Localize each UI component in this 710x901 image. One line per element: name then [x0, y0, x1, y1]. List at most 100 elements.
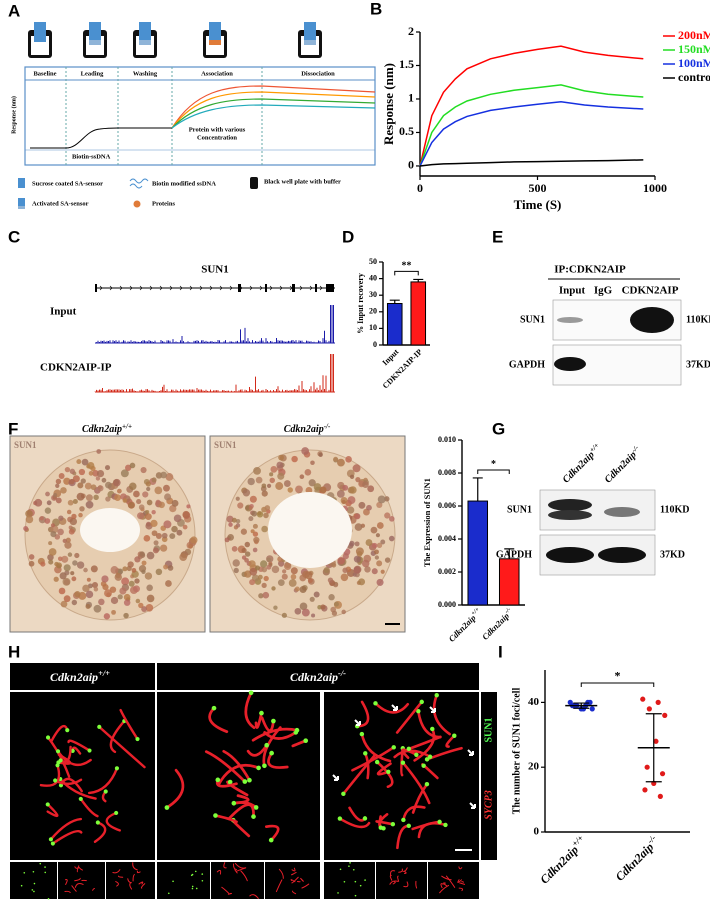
- nucleus: [28, 554, 35, 560]
- arrow: [391, 704, 398, 711]
- nucleus: [117, 488, 122, 494]
- nucleus: [290, 567, 298, 575]
- stage-label: Dissociation: [301, 70, 335, 77]
- nucleus: [240, 528, 248, 535]
- nucleus: [375, 533, 381, 538]
- nucleus: [139, 551, 145, 557]
- nucleus: [364, 566, 371, 573]
- x-tick-label: 500: [529, 181, 547, 195]
- chromosome: [64, 879, 68, 885]
- chromosome: [411, 782, 429, 814]
- chromosome: [117, 875, 124, 878]
- nucleus: [140, 466, 147, 474]
- nucleus: [374, 555, 379, 560]
- foci: [416, 708, 421, 714]
- blot-title: IP:CDKN2AIP: [554, 264, 626, 276]
- nucleus: [164, 493, 172, 501]
- legend-label: Biotin modified ssDNA: [152, 180, 216, 187]
- nucleus: [93, 494, 99, 501]
- foci: [443, 822, 448, 828]
- nucleus: [283, 480, 291, 487]
- chromosome: [93, 821, 107, 843]
- nucleus: [252, 547, 258, 553]
- channel-label: SUN1: [483, 717, 494, 742]
- nucleus: [342, 484, 349, 491]
- nucleus: [371, 542, 378, 549]
- foci: [23, 871, 26, 874]
- bar: [386, 303, 403, 346]
- association-curve: [171, 104, 376, 129]
- foci: [390, 821, 396, 827]
- nucleus: [145, 509, 150, 515]
- nucleus: [365, 539, 373, 546]
- nucleus: [341, 609, 346, 615]
- chromosome: [402, 805, 426, 822]
- nucleus: [48, 559, 54, 565]
- nucleus: [288, 579, 297, 587]
- sd-bar: [645, 713, 662, 783]
- lane-label: CDKN2AIP: [622, 285, 679, 297]
- foci: [427, 754, 433, 759]
- channel-label: SYCP3: [483, 790, 494, 819]
- nucleus: [82, 584, 90, 593]
- nucleus: [138, 504, 145, 511]
- nucleus: [54, 561, 59, 567]
- micrograph: [324, 862, 375, 899]
- y-tick-label: 0.006: [438, 501, 456, 510]
- nucleus: [233, 567, 239, 574]
- nucleus: [251, 510, 258, 517]
- exon: [315, 284, 317, 292]
- nucleus: [294, 607, 302, 615]
- nucleus: [72, 560, 78, 566]
- nucleus: [93, 586, 99, 592]
- gene-intron-arrow: [119, 285, 123, 291]
- nucleus: [71, 576, 77, 582]
- nucleus: [44, 518, 51, 524]
- gene-intron-arrow: [179, 285, 183, 291]
- nucleus: [76, 492, 85, 501]
- foci: [53, 778, 58, 783]
- foci: [191, 887, 194, 890]
- chromosome: [264, 824, 280, 842]
- foci: [191, 885, 194, 888]
- foci: [378, 825, 383, 830]
- nucleus: [319, 486, 327, 493]
- band: [554, 357, 586, 371]
- nucleus: [244, 551, 251, 557]
- chromosome: [208, 706, 229, 734]
- chromosome: [432, 693, 451, 736]
- genotype-label: Cdkn2aip+/+: [82, 422, 132, 435]
- nucleus: [110, 596, 119, 605]
- y-tick-label: 0: [373, 340, 377, 349]
- error-bar: [472, 477, 483, 502]
- chromosome: [109, 719, 126, 754]
- nucleus: [23, 525, 29, 531]
- genotype-name: Cdkn2aip: [612, 840, 656, 884]
- chromosome: [232, 863, 237, 870]
- nucleus: [281, 573, 288, 580]
- chromosome: [251, 727, 299, 742]
- nucleus: [145, 513, 152, 521]
- nucleus: [256, 511, 264, 518]
- note: Protein with various: [189, 126, 246, 133]
- nucleus: [134, 556, 141, 563]
- nucleus: [282, 569, 287, 574]
- foci: [55, 763, 60, 768]
- chromosome: [401, 748, 418, 759]
- genotype-sup: -/-: [504, 607, 512, 615]
- foci: [248, 690, 254, 696]
- nucleus: [137, 512, 145, 520]
- band: [598, 547, 646, 563]
- chromosome: [301, 883, 310, 889]
- nucleus: [67, 499, 74, 506]
- nucleus: [83, 567, 88, 573]
- nucleus: [388, 535, 395, 542]
- exon: [95, 284, 97, 292]
- nucleus: [307, 577, 313, 583]
- nucleus: [345, 456, 352, 463]
- legend-label: Black well plate with buffer: [264, 178, 341, 185]
- nucleus: [182, 510, 190, 519]
- nucleus: [135, 598, 141, 604]
- legend-icon: [18, 198, 25, 208]
- nucleus: [263, 575, 269, 582]
